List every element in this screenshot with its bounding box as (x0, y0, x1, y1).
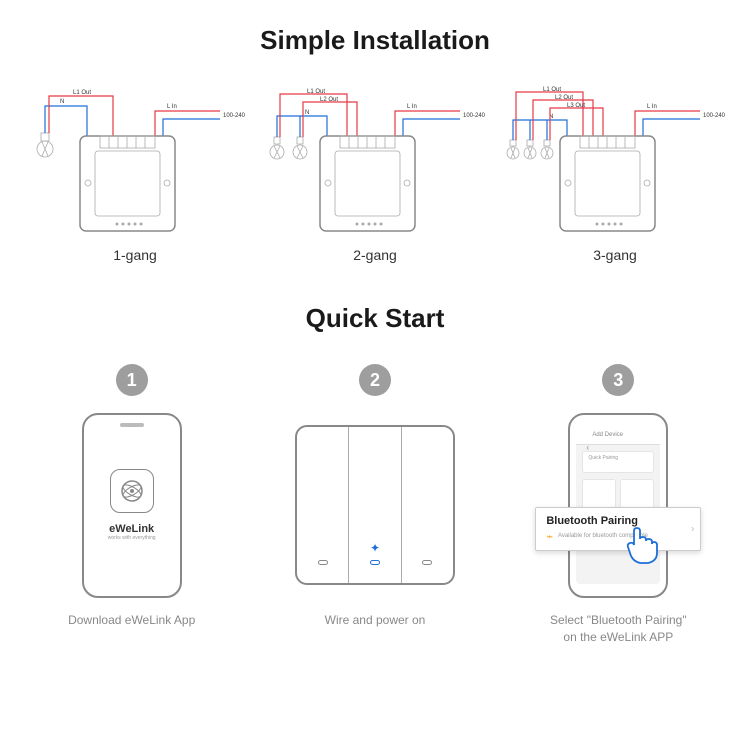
svg-text:100-240V AC: 100-240V AC (463, 113, 485, 119)
step-badge-1: 1 (116, 364, 148, 396)
install-3gang: N L1 Out L2 Out L3 Out L In 100-240V AC (500, 86, 730, 263)
svg-text:L2 Out: L2 Out (555, 95, 573, 101)
ewelink-app-icon (110, 469, 154, 513)
label-3gang: 3-gang (500, 247, 730, 263)
install-title: Simple Installation (20, 25, 730, 56)
svg-text:L In: L In (407, 104, 417, 110)
step-1: 1 eWeLink works with everything Download… (20, 364, 243, 646)
wiring-diagram-2: N L1 Out L2 Out L In 100-240V AC (265, 86, 485, 236)
caption-3: Select "Bluetooth Pairing" on the eWeLin… (550, 612, 687, 646)
quickstart-title: Quick Start (20, 303, 730, 334)
switch-3gang: ✦ (295, 425, 455, 585)
led-on-icon (370, 560, 380, 565)
card-quick-pairing: Quick Pairing (582, 451, 654, 473)
svg-text:100-240V AC: 100-240V AC (703, 113, 725, 119)
install-2gang: N L1 Out L2 Out L In 100-240V AC (260, 86, 490, 263)
label-l1out: L1 Out (73, 90, 91, 96)
app-sub: works with everything (108, 535, 156, 541)
led-icon (318, 560, 328, 565)
hand-cursor-icon (624, 525, 660, 565)
phone-notch (120, 423, 144, 427)
svg-text:L1 Out: L1 Out (543, 87, 561, 93)
step-badge-3: 3 (602, 364, 634, 396)
phone-step1: eWeLink works with everything (82, 413, 182, 598)
label-n: N (60, 99, 64, 105)
svg-text:L In: L In (647, 104, 657, 110)
caption-2: Wire and power on (325, 612, 426, 629)
label-2gang: 2-gang (260, 247, 490, 263)
card-placeholder (620, 479, 654, 509)
caption-1: Download eWeLink App (68, 612, 195, 629)
phone-step3: ‹ Add Device Quick Pairing Bluetooth Pai… (568, 413, 668, 598)
overlay-title: Bluetooth Pairing (546, 515, 690, 527)
svg-text:L2 Out: L2 Out (320, 97, 338, 103)
back-icon: ‹ (586, 443, 589, 452)
led-icon (422, 560, 432, 565)
wiring-diagram-3: N L1 Out L2 Out L3 Out L In 100-240V AC (505, 86, 725, 236)
wiring-diagram-1: N L1 Out L In 100-240V AC (25, 86, 245, 236)
svg-text:L3 Out: L3 Out (567, 103, 585, 109)
bluetooth-icon: ⌁ (546, 530, 553, 543)
label-voltage: 100-240V AC (223, 113, 245, 119)
label-lin: L In (167, 104, 177, 110)
step-3: 3 ‹ Add Device Quick Pairing Bluetooth P… (507, 364, 730, 646)
switch-panel-2: ✦ (349, 427, 401, 583)
step-badge-2: 2 (359, 364, 391, 396)
switch-panel-1 (297, 427, 349, 583)
step-2: 2 ✦ Wire and power on (263, 364, 486, 646)
card-placeholder (582, 479, 616, 509)
switch-panel-3 (402, 427, 453, 583)
app-brand: eWeLink (109, 523, 154, 535)
svg-text:N: N (305, 110, 309, 116)
install-1gang: N L1 Out L In 100-240V AC (20, 86, 250, 263)
quick-row: 1 eWeLink works with everything Download… (20, 364, 730, 646)
label-1gang: 1-gang (20, 247, 250, 263)
install-row: N L1 Out L In 100-240V AC (20, 86, 730, 263)
svg-text:L1 Out: L1 Out (307, 89, 325, 95)
chevron-right-icon: › (691, 523, 694, 534)
led-burst-icon: ✦ (370, 541, 380, 555)
bluetooth-pairing-overlay: Bluetooth Pairing ⌁ Available for blueto… (535, 507, 701, 551)
